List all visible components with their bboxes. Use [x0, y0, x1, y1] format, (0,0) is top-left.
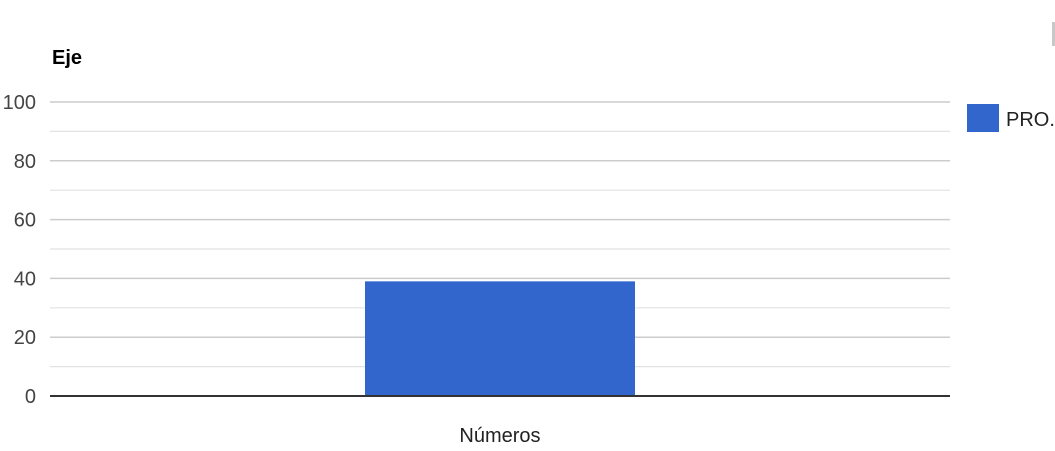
y-tick-label: 60: [14, 210, 36, 232]
y-tick-label: 80: [14, 151, 36, 173]
gridlines: [50, 101, 950, 368]
axes: 0 20 40 60 80 100 Números: [3, 92, 950, 447]
legend-swatch: [967, 104, 999, 132]
y-tick-label: 20: [14, 327, 36, 349]
legend[interactable]: PRO...: [967, 104, 1055, 132]
y-tick-label: 40: [14, 268, 36, 290]
y-tick-label: 100: [3, 92, 36, 114]
bar[interactable]: [365, 281, 635, 396]
bars: [365, 281, 635, 396]
x-category-label: Números: [459, 425, 540, 447]
y-tick-label: 0: [25, 386, 36, 408]
legend-label: PRO...: [1006, 109, 1055, 131]
panel-edge-scrollbar[interactable]: [1052, 22, 1055, 46]
y-axis-title: Eje: [52, 47, 82, 69]
